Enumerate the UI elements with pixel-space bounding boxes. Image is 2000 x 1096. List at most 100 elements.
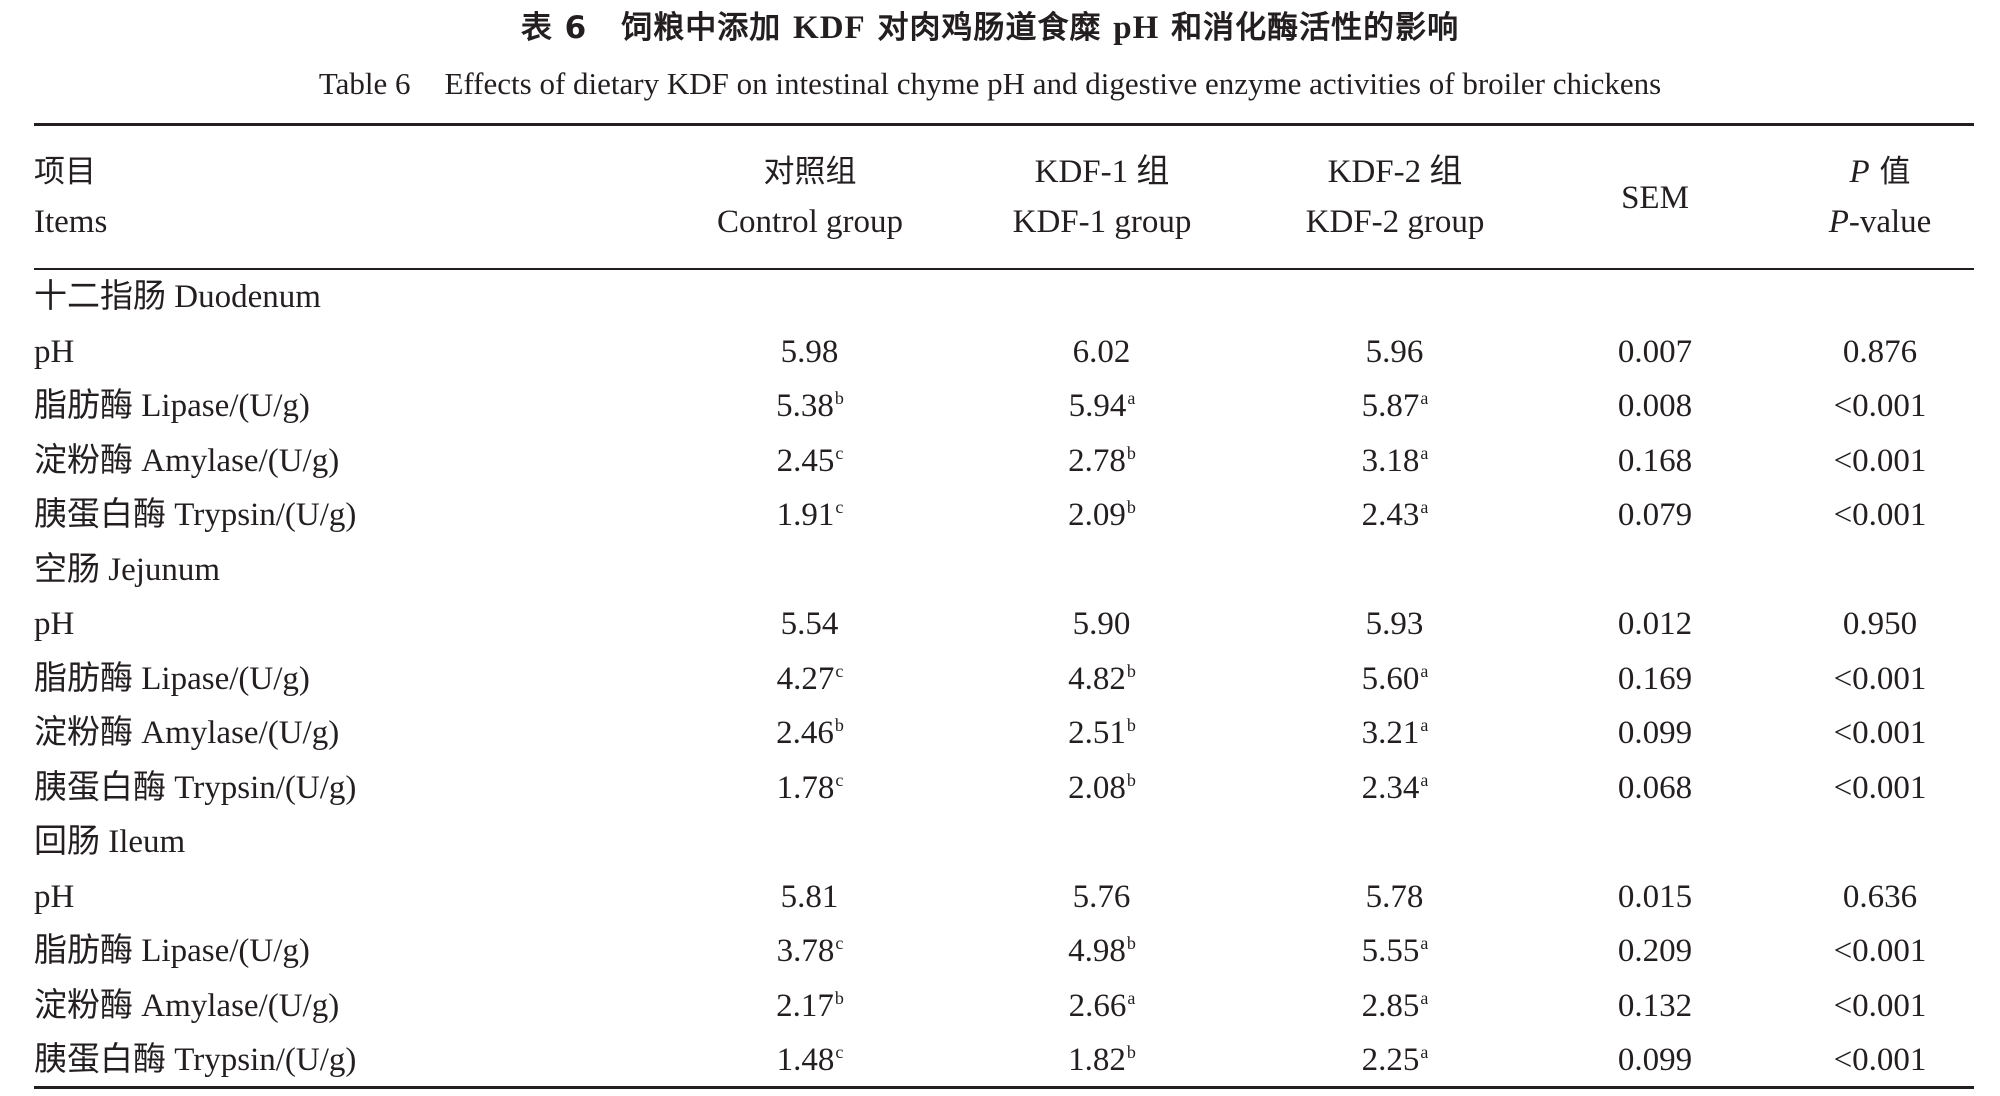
value-number: 2.17 <box>776 988 834 1024</box>
value-number: 2.25 <box>1361 1042 1420 1078</box>
control-value: 2.46b <box>660 711 960 755</box>
sem-value: 0.099 <box>1617 715 1693 751</box>
section-label: 十二指肠 Duodenum <box>34 279 321 315</box>
kdf1-value: 2.66a <box>952 984 1252 1028</box>
value-number: 2.66 <box>1068 988 1127 1024</box>
header-p-italic: P <box>1828 204 1849 240</box>
value-number: 5.90 <box>1072 606 1131 642</box>
kdf1-value: 2.78b <box>952 439 1252 483</box>
value-number: 2.85 <box>1361 988 1420 1024</box>
value-number: 2.45 <box>776 443 835 479</box>
significance-letter: a <box>1127 388 1136 408</box>
significance-letter: a <box>1420 497 1429 517</box>
value-number: 2.51 <box>1068 715 1126 751</box>
significance-letter: a <box>1420 661 1429 681</box>
value-number: 6.02 <box>1072 334 1131 370</box>
sem-value: 0.132 <box>1617 988 1693 1024</box>
value-number: 4.27 <box>776 661 835 697</box>
header-items-cn: 项目 <box>34 154 96 190</box>
value-number: 2.46 <box>776 715 834 751</box>
value-number: 5.94 <box>1068 388 1127 424</box>
p-value: <0.001 <box>1833 933 1927 969</box>
p-value: <0.001 <box>1833 770 1927 806</box>
significance-letter: a <box>1420 933 1429 953</box>
section-label: 空肠 Jejunum <box>34 552 221 588</box>
control-value: 1.48c <box>660 1038 960 1082</box>
row-item-label: pH <box>34 334 75 370</box>
significance-letter: a <box>1420 715 1429 735</box>
significance-letter: a <box>1420 443 1429 463</box>
value-number: 2.09 <box>1068 497 1126 533</box>
p-value: 0.636 <box>1842 879 1918 915</box>
header-p-en: P-value <box>1730 200 2000 244</box>
value-number: 1.48 <box>776 1042 835 1078</box>
header-kdf2-cn: KDF-2 组 <box>1327 154 1463 190</box>
significance-letter: c <box>835 497 844 517</box>
header-kdf1-cn: KDF-1 组 <box>1034 154 1170 190</box>
value-number: 1.91 <box>776 497 835 533</box>
significance-letter: b <box>834 388 844 408</box>
value-number: 5.76 <box>1072 879 1131 915</box>
sem-value: 0.099 <box>1617 1042 1693 1078</box>
kdf1-value: 2.51b <box>952 711 1252 755</box>
value-number: 2.34 <box>1361 770 1420 806</box>
title-en-text: Effects of dietary KDF on intestinal chy… <box>444 66 1662 101</box>
control-value: 5.38b <box>660 384 960 428</box>
value-number: 1.78 <box>776 770 835 806</box>
value-number: 3.21 <box>1361 715 1420 751</box>
table-title-en: Table 6 Effects of dietary KDF on intesti… <box>0 62 1980 106</box>
kdf2-value: 3.18a <box>1245 439 1545 483</box>
table-top-rule <box>34 123 1974 126</box>
significance-letter: c <box>835 933 844 953</box>
value-number: 5.81 <box>780 879 839 915</box>
row-item-label: 脂肪酶 Lipase/(U/g) <box>34 933 310 969</box>
significance-letter: a <box>1127 988 1136 1008</box>
significance-letter: c <box>835 443 844 463</box>
title-cn-part: 饲粮中添加 <box>621 10 794 46</box>
kdf1-value: 4.82b <box>952 657 1252 701</box>
significance-letter: b <box>834 715 844 735</box>
kdf1-value: 6.02 <box>952 330 1252 374</box>
p-value: 0.876 <box>1842 334 1918 370</box>
kdf2-value: 2.34a <box>1245 766 1545 810</box>
kdf1-value: 4.98b <box>952 929 1252 973</box>
header-control-en: Control group <box>716 204 904 240</box>
control-value: 5.81 <box>660 875 960 919</box>
header-p-italic: P <box>1849 154 1870 190</box>
row-item-label: 脂肪酶 Lipase/(U/g) <box>34 388 310 424</box>
header-control-cn: 对照组 <box>763 154 857 190</box>
kdf2-value: 3.21a <box>1245 711 1545 755</box>
control-value: 1.78c <box>660 766 960 810</box>
significance-letter: b <box>1126 661 1136 681</box>
kdf1-value: 2.09b <box>952 493 1252 537</box>
significance-letter: a <box>1420 1042 1429 1062</box>
value-number: 5.98 <box>780 334 839 370</box>
header-p-en-suffix: -value <box>1848 204 1932 240</box>
value-number: 5.60 <box>1361 661 1420 697</box>
sem-value: 0.168 <box>1617 443 1693 479</box>
value-number: 5.55 <box>1361 933 1420 969</box>
row-item-label: 脂肪酶 Lipase/(U/g) <box>34 661 310 697</box>
section-label: 回肠 Ileum <box>34 824 186 860</box>
p-value: <0.001 <box>1833 661 1927 697</box>
value-number: 2.78 <box>1068 443 1126 479</box>
value-number: 5.54 <box>780 606 839 642</box>
table-number-en: Table 6 <box>318 66 411 101</box>
control-value: 2.17b <box>660 984 960 1028</box>
sem-value: 0.209 <box>1617 933 1693 969</box>
p-value: <0.001 <box>1833 715 1927 751</box>
title-cn-part: 对肉鸡肠道食糜 <box>865 10 1114 46</box>
row-item-label: pH <box>34 606 75 642</box>
value-number: 2.43 <box>1361 497 1420 533</box>
p-value: <0.001 <box>1833 443 1927 479</box>
significance-letter: a <box>1420 988 1429 1008</box>
value-number: 5.87 <box>1361 388 1420 424</box>
sem-value: 0.007 <box>1617 334 1693 370</box>
significance-letter: b <box>1126 443 1136 463</box>
significance-letter: b <box>1126 715 1136 735</box>
significance-letter: c <box>835 770 844 790</box>
row-item-label: 胰蛋白酶 Trypsin/(U/g) <box>34 770 357 806</box>
value-number: 4.98 <box>1068 933 1126 969</box>
kdf2-value: 2.25a <box>1245 1038 1545 1082</box>
kdf2-value: 2.85a <box>1245 984 1545 1028</box>
